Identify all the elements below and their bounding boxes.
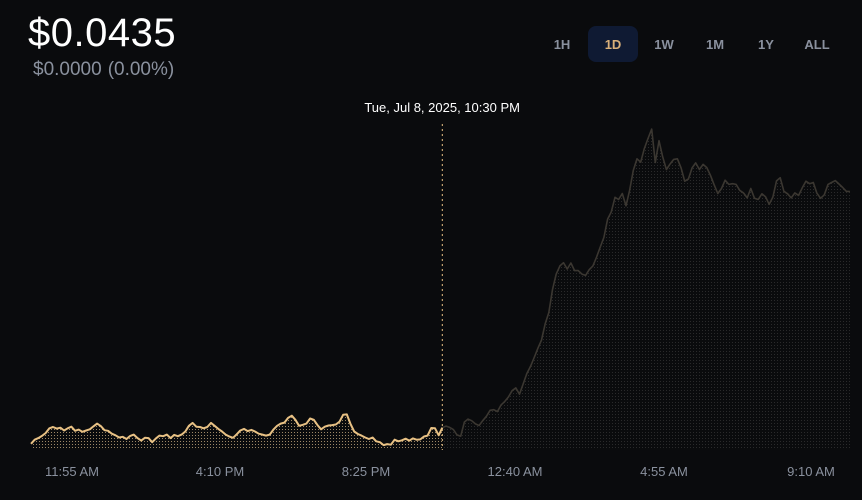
x-tick-label: 4:55 AM [640, 464, 688, 479]
range-tab-1y[interactable]: 1Y [758, 36, 774, 52]
x-axis-labels: 11:55 AM 4:10 PM 8:25 PM 12:40 AM 4:55 A… [0, 464, 862, 484]
hover-timestamp: Tue, Jul 8, 2025, 10:30 PM [364, 100, 520, 115]
range-tab-all[interactable]: ALL [804, 36, 830, 52]
x-tick-label: 11:55 AM [45, 464, 99, 479]
chart-line-highlighted [30, 413, 444, 447]
x-tick-label: 8:25 PM [341, 464, 391, 479]
range-tab-1m[interactable]: 1M [705, 36, 725, 52]
chart-area-muted [442, 129, 850, 450]
time-range-selector: 1H 1D 1W 1M 1Y ALL [536, 26, 842, 62]
chart-line-muted [441, 128, 851, 437]
price-change: $0.0000 (0.00%) [33, 58, 174, 82]
x-tick-label: 4:10 PM [195, 464, 245, 479]
chart-area-highlighted [31, 414, 443, 450]
price-change-amount: $0.0000 [33, 59, 102, 80]
x-tick-label: 12:40 AM [487, 464, 543, 479]
range-tab-1d[interactable]: 1D [588, 26, 638, 62]
x-tick-label: 9:10 AM [787, 464, 835, 479]
range-tab-1w[interactable]: 1W [654, 36, 674, 52]
range-tab-1h[interactable]: 1H [553, 36, 571, 52]
current-price: $0.0435 [28, 11, 177, 55]
price-change-percent: (0.00%) [107, 59, 175, 80]
